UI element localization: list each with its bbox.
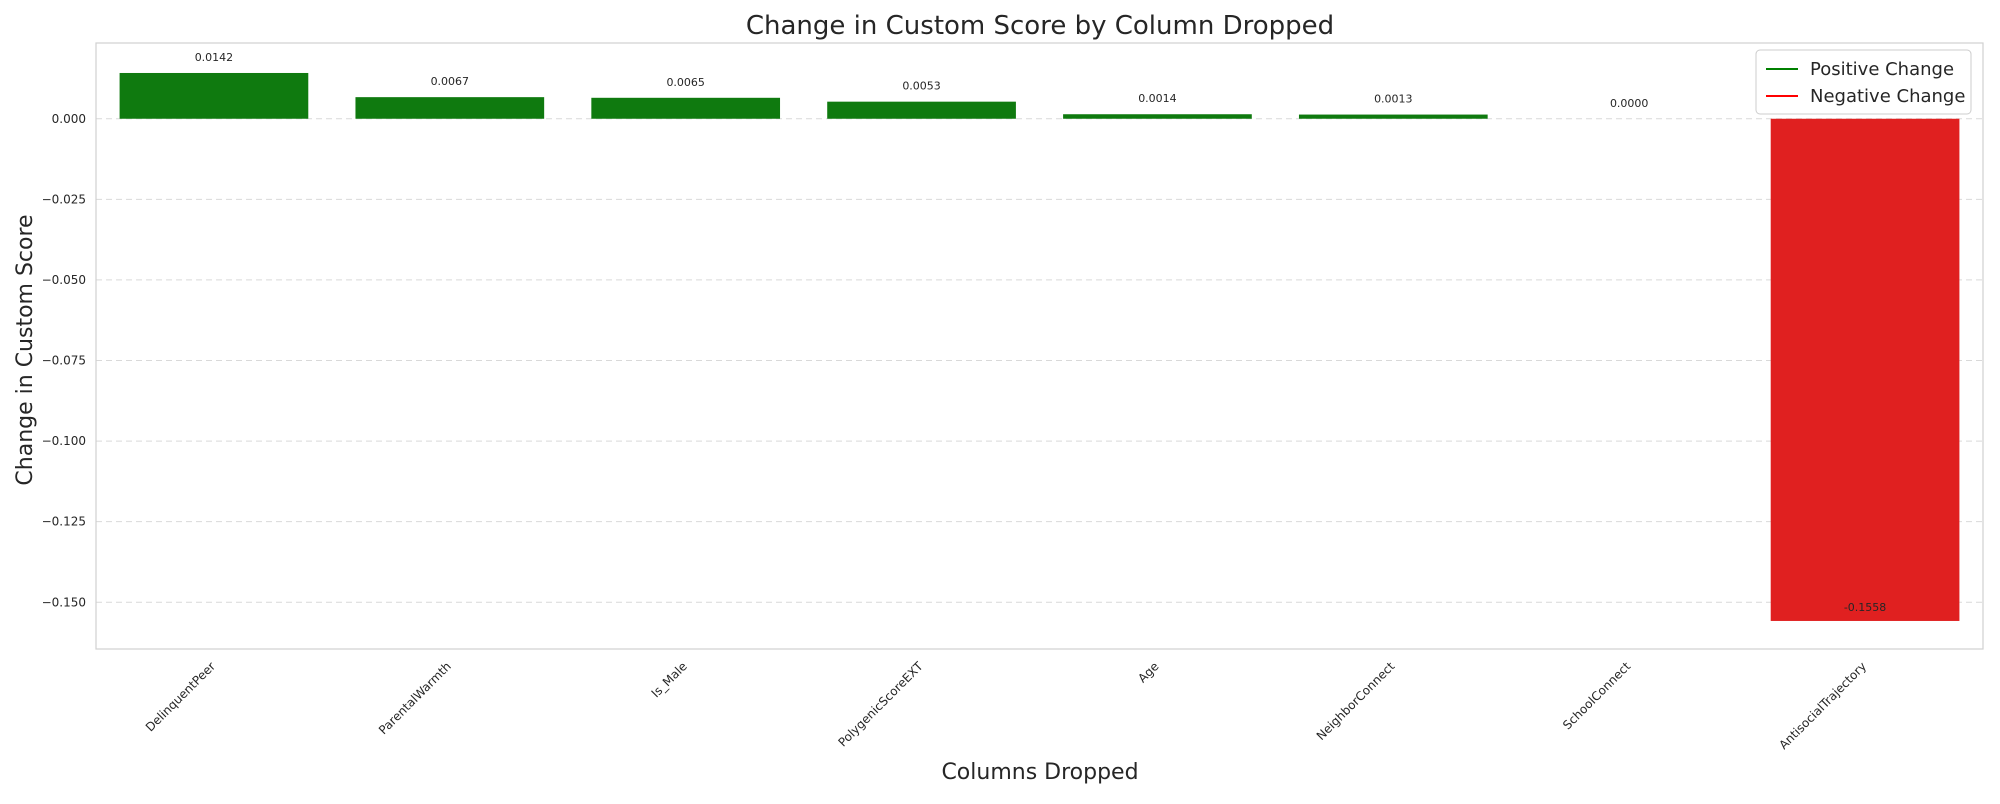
data-label: 0.0065 <box>666 76 705 89</box>
y-axis-title: Change in Custom Score <box>13 214 38 485</box>
data-label: 0.0053 <box>902 80 941 93</box>
x-tick-label: SchoolConnect <box>1560 659 1633 732</box>
legend: Positive Change Negative Change <box>1755 49 1972 115</box>
data-label: -0.1558 <box>1844 601 1886 614</box>
x-tick-label: Is_Male <box>649 659 690 700</box>
legend-label: Negative Change <box>1810 86 1965 107</box>
x-tick-label: Age <box>1135 659 1161 685</box>
chart-title: Change in Custom Score by Column Dropped <box>746 11 1334 41</box>
y-tick-label: −0.125 <box>42 515 86 529</box>
bar <box>591 97 781 119</box>
y-tick-label: −0.100 <box>42 434 86 448</box>
y-tick-label: −0.025 <box>42 192 86 206</box>
y-tick-label: −0.050 <box>42 273 86 287</box>
x-tick-label: PolygenicScoreEXT <box>835 659 926 750</box>
x-axis-ticks: DelinquentPeer ParentalWarmth Is_Male Polyg… <box>143 659 1869 752</box>
plot-frame <box>95 42 1984 650</box>
data-label: 0.0142 <box>195 51 234 64</box>
bar <box>1063 114 1252 119</box>
y-tick-label: −0.075 <box>42 354 86 368</box>
x-axis-title: Columns Dropped <box>941 760 1138 785</box>
x-tick-label: DelinquentPeer <box>143 659 218 734</box>
y-tick-label: −0.150 <box>42 595 86 609</box>
x-tick-label: NeighborConnect <box>1314 659 1398 743</box>
y-tick-label: 0.000 <box>52 112 86 126</box>
bar <box>355 97 545 119</box>
data-label: 0.0000 <box>1610 97 1649 110</box>
legend-box <box>1755 49 1972 115</box>
bar <box>827 101 1016 119</box>
data-labels: 0.0142 0.0067 0.0065 0.0053 0.0014 0.0013 0.00… <box>195 51 1887 614</box>
bars <box>119 72 1960 621</box>
data-label: 0.0067 <box>431 75 470 88</box>
bar <box>1770 118 1960 621</box>
x-tick-label: AntisocialTrajectory <box>1776 659 1869 752</box>
data-label: 0.0013 <box>1374 93 1413 106</box>
bar <box>119 72 309 119</box>
bar <box>1298 114 1488 119</box>
data-label: 0.0014 <box>1138 92 1177 105</box>
grid-lines <box>96 118 1983 603</box>
y-axis-ticks: 0.000 −0.025 −0.050 −0.075 −0.100 −0.125 −0.15… <box>42 112 86 610</box>
x-tick-label: ParentalWarmth <box>376 659 454 737</box>
legend-label: Positive Change <box>1810 59 1954 80</box>
